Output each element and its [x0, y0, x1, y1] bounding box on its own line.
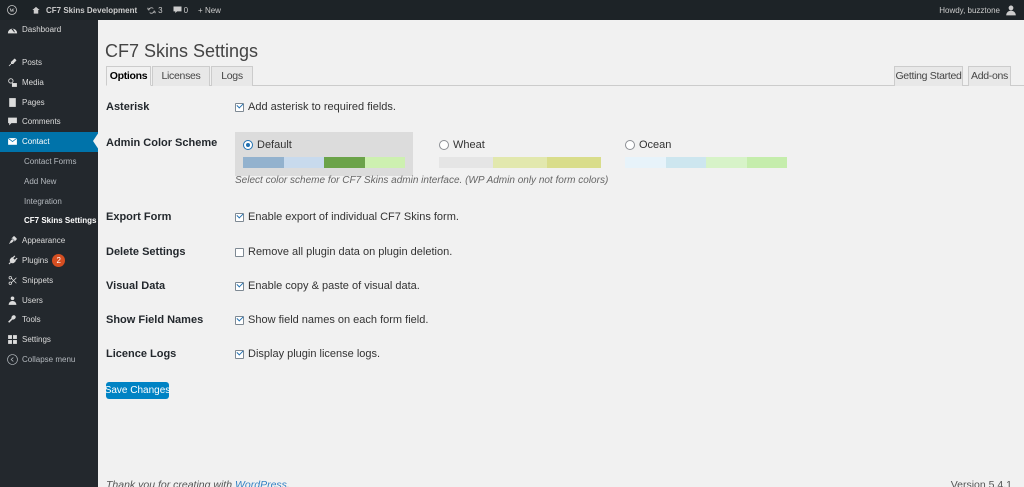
svg-text:W: W	[10, 9, 15, 14]
